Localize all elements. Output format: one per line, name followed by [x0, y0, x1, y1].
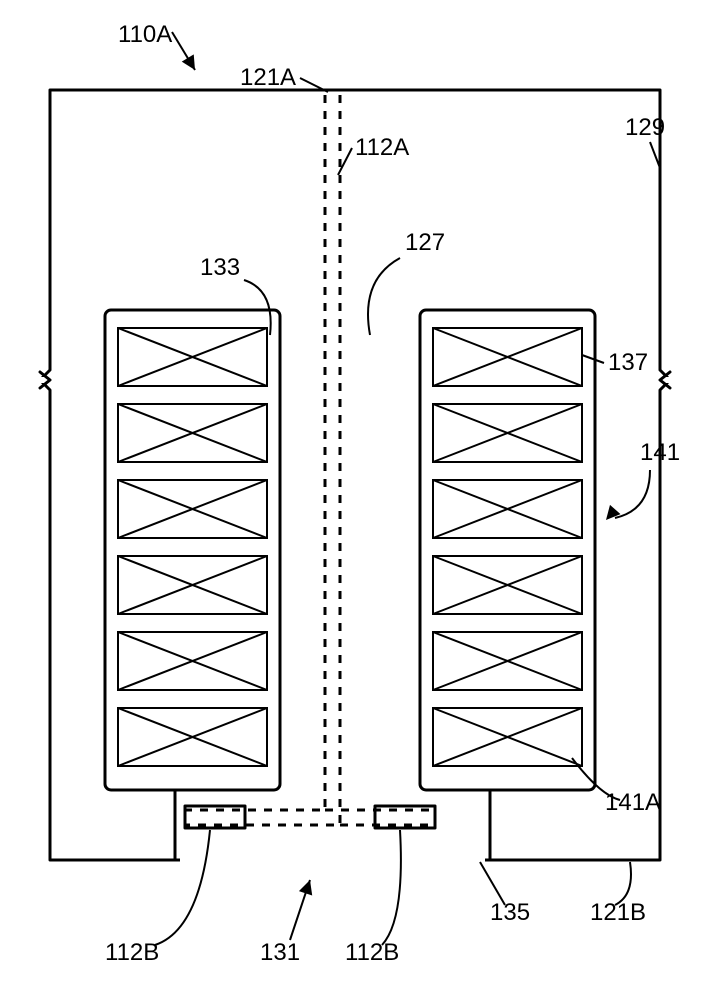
- label-141A: 141A: [605, 789, 661, 816]
- callout-137: 137: [582, 349, 648, 376]
- callout-131: 131: [260, 880, 310, 966]
- divider-dashed-0: [185, 95, 325, 810]
- label-110A: 110A: [118, 21, 172, 48]
- coil-right-1: [433, 404, 582, 462]
- enclosure-outline: [40, 90, 670, 860]
- label-112B: 112B: [105, 939, 159, 966]
- callout-121B: 121B: [590, 862, 646, 926]
- coil-right-3: [433, 556, 582, 614]
- callout-141A: 141A: [572, 758, 661, 816]
- callout-112B: 112B: [345, 830, 401, 966]
- label-112B: 112B: [345, 939, 399, 966]
- label-137: 137: [608, 349, 648, 376]
- coil-left-5: [118, 708, 267, 766]
- coil-left-4: [118, 632, 267, 690]
- label-141: 141: [640, 439, 680, 466]
- coil-left-1: [118, 404, 267, 462]
- coil-left-0: [118, 328, 267, 386]
- coil-stack-left: [105, 310, 280, 790]
- label-133: 133: [200, 254, 240, 281]
- leader-line: [382, 830, 401, 945]
- callout-112A: 112A: [338, 134, 409, 175]
- label-121B: 121B: [590, 899, 646, 926]
- leader-line: [615, 470, 650, 518]
- callout-141: 141: [615, 439, 680, 518]
- leader-line: [582, 355, 604, 363]
- callout-135: 135: [480, 862, 530, 926]
- coil-stack-right: [420, 310, 595, 790]
- callout-133: 133: [200, 254, 271, 335]
- leader-line: [244, 280, 271, 335]
- label-121A: 121A: [240, 64, 296, 91]
- patent-figure: 127 129 131 133 135 137 141 110A 121A 112A 141A 121…: [0, 0, 713, 1000]
- coil-right-2: [433, 480, 582, 538]
- leader-line: [368, 258, 400, 335]
- arrowhead: [299, 880, 312, 895]
- coil-left-2: [118, 480, 267, 538]
- label-127: 127: [405, 229, 445, 256]
- label-131: 131: [260, 939, 300, 966]
- label-135: 135: [490, 899, 530, 926]
- callout-121A: 121A: [240, 64, 328, 92]
- label-112A: 112A: [355, 134, 409, 161]
- coil-right-0: [433, 328, 582, 386]
- leader-line: [155, 830, 210, 945]
- arrowhead: [182, 54, 195, 70]
- callout-127: 127: [368, 229, 445, 335]
- coil-left-3: [118, 556, 267, 614]
- coil-right-4: [433, 632, 582, 690]
- coil-right-5: [433, 708, 582, 766]
- callout-112B: 112B: [105, 830, 210, 966]
- label-129: 129: [625, 114, 665, 141]
